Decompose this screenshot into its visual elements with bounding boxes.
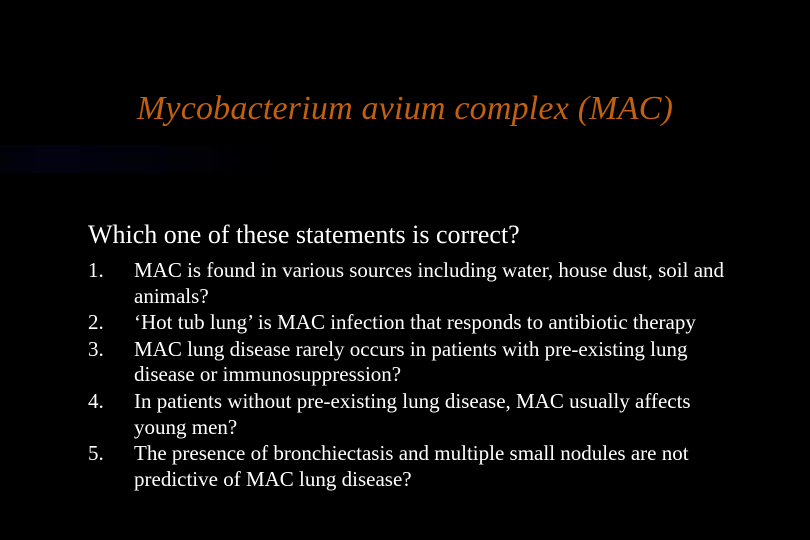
list-number: 4. (88, 389, 134, 415)
list-item: 1. MAC is found in various sources inclu… (88, 258, 726, 309)
numbered-list: 1. MAC is found in various sources inclu… (88, 258, 726, 493)
slide-title: Mycobacterium avium complex (MAC) (0, 90, 810, 128)
question-text: Which one of these statements is correct… (88, 220, 520, 250)
title-underline (0, 145, 810, 173)
list-text: MAC is found in various sources includin… (134, 258, 726, 309)
list-item: 5. The presence of bronchiectasis and mu… (88, 441, 726, 492)
list-text: In patients without pre-existing lung di… (134, 389, 726, 440)
list-number: 3. (88, 337, 134, 363)
list-number: 2. (88, 310, 134, 336)
slide: Mycobacterium avium complex (MAC) Which … (0, 0, 810, 540)
list-item: 3. MAC lung disease rarely occurs in pat… (88, 337, 726, 388)
list-text: MAC lung disease rarely occurs in patien… (134, 337, 726, 388)
list-number: 5. (88, 441, 134, 467)
list-number: 1. (88, 258, 134, 284)
list-item: 2. ‘Hot tub lung’ is MAC infection that … (88, 310, 726, 336)
list-text: ‘Hot tub lung’ is MAC infection that res… (134, 310, 726, 336)
list-item: 4. In patients without pre-existing lung… (88, 389, 726, 440)
list-text: The presence of bronchiectasis and multi… (134, 441, 726, 492)
